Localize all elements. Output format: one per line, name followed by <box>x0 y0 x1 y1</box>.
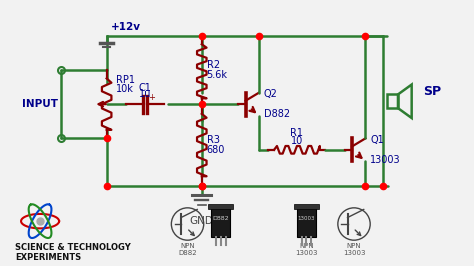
Text: 680: 680 <box>207 145 225 155</box>
Text: R2: R2 <box>207 60 219 70</box>
Text: C1: C1 <box>138 83 151 93</box>
Text: INPUT: INPUT <box>22 99 58 109</box>
Text: +: + <box>148 93 155 102</box>
Text: Q1: Q1 <box>370 135 384 145</box>
Text: Q2: Q2 <box>264 89 277 99</box>
Bar <box>209 204 233 209</box>
Bar <box>294 204 319 209</box>
Bar <box>297 207 316 237</box>
Text: D882: D882 <box>212 216 229 221</box>
Text: R3: R3 <box>207 135 219 145</box>
Text: D882: D882 <box>264 109 290 119</box>
Bar <box>211 207 230 237</box>
Text: +12v: +12v <box>110 22 140 32</box>
Text: 10: 10 <box>291 136 303 146</box>
Text: NPN
13003: NPN 13003 <box>295 243 318 256</box>
Text: NPN
13003: NPN 13003 <box>343 243 365 256</box>
Text: SP: SP <box>423 85 442 98</box>
Bar <box>387 94 398 108</box>
Text: SCIENCE & TECHNOLOGY
EXPERIMENTS: SCIENCE & TECHNOLOGY EXPERIMENTS <box>15 243 131 263</box>
Text: NPN
D882: NPN D882 <box>178 243 197 256</box>
Text: 1u: 1u <box>138 89 151 99</box>
Text: 5.6k: 5.6k <box>207 70 228 80</box>
Text: 10k: 10k <box>116 84 134 94</box>
Text: 13003: 13003 <box>298 216 315 221</box>
Text: R1: R1 <box>291 128 303 138</box>
Text: RP1: RP1 <box>116 75 135 85</box>
Text: 13003: 13003 <box>370 155 401 165</box>
Text: GND: GND <box>190 217 214 226</box>
